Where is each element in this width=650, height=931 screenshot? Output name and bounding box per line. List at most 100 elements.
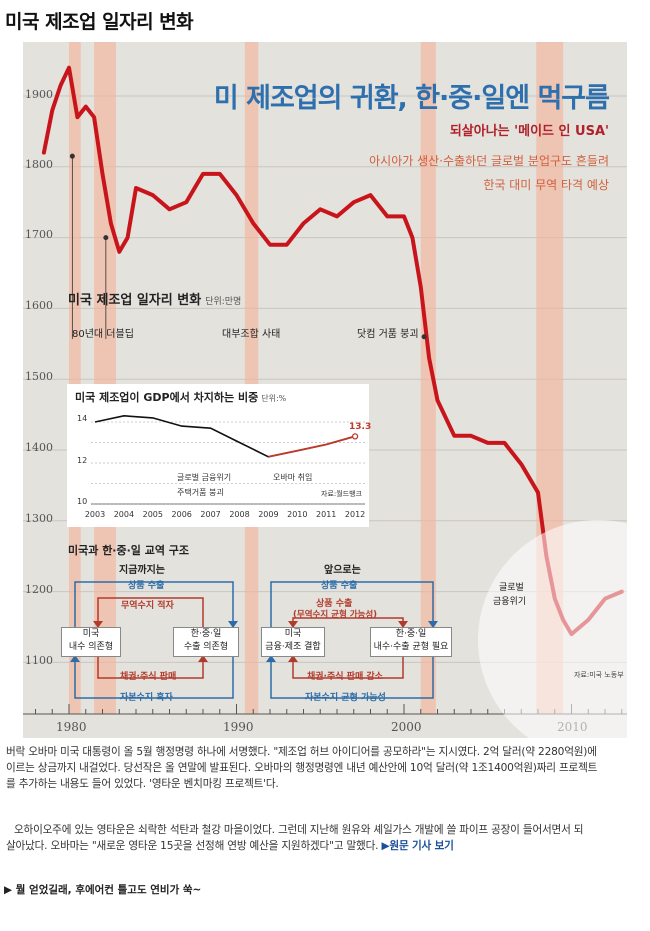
y-tick-label: 1500 (25, 370, 53, 383)
trade-left-heading: 지금까지는 (119, 565, 165, 576)
trade-left-blue-arrowhead-bottom (70, 655, 80, 662)
trade-left-blue-top (74, 581, 234, 627)
trade-right-top-arrow-label: 상품 수출 (321, 581, 358, 591)
trade-box-line: 수출 의존형 (183, 642, 229, 652)
trade-structure-title: 미국과 한·중·일 교역 구조 (68, 544, 190, 557)
trade-box-line: 내수 의존형 (68, 642, 114, 652)
event-label-dotcom: 닷컴 거품 붕괴 (357, 329, 419, 340)
gdp-x-tick-label: 2010 (287, 510, 307, 519)
gdp-chart-title-text: 미국 제조업이 GDP에서 차지하는 비중 (75, 391, 259, 404)
article-paragraph-1: 버락 오바마 미국 대통령이 올 5월 행정명령 하나에 서명했다. "제조업 … (6, 744, 646, 792)
trade-box-line: 미국 (82, 629, 100, 639)
gdp-x-tick-label: 2007 (200, 510, 220, 519)
event-label-savings-loan: 대부조합 사태 (222, 329, 281, 340)
y-tick-label: 1100 (25, 654, 53, 667)
infographic-subhead: 되살아나는 '메이드 인 USA' (449, 124, 609, 139)
article-line: 오하이오주에 있는 영타운은 쇠락한 석탄과 철강 마을이었다. 그런데 지난해… (14, 824, 584, 836)
trade-left-lower-red: 채권·주식 판매 (120, 672, 177, 682)
trade-right-blue-bottom (270, 656, 434, 699)
trade-right-upper-red-2: (무역수지 균형 가능성) (293, 610, 378, 620)
trade-left-red-arrowhead-bottom (198, 655, 208, 662)
trade-left-blue-arrowhead-top (228, 621, 238, 628)
gdp-series-line-red (268, 435, 356, 458)
recession-band (69, 42, 81, 714)
article-line: 이르는 상금까지 내걸었다. 당선작은 올 연말에 발표된다. 오바마의 행정명… (6, 762, 598, 774)
gdp-share-chart: 미국 제조업이 GDP에서 차지하는 비중 단위:% 2003 2004 2005 20… (67, 384, 372, 527)
event-marker (69, 153, 75, 159)
trade-right-blue-arrowhead-bottom (266, 655, 276, 662)
trade-right-upper-red: 상품 수출 (316, 599, 353, 609)
circle-label-2: 금융위기 (493, 597, 527, 607)
trade-left-red-top (97, 597, 204, 627)
x-tick-label: 1990 (223, 720, 254, 734)
trade-right-blue-arrowhead-top (428, 621, 438, 628)
x-tick-label: 1980 (56, 720, 87, 734)
article-line: 를 추가하는 내용도 들어 있었다. '영타운 벤치마킹 프로젝트'다. (6, 778, 279, 790)
trade-right-bottom-arrow-label: 자본수지 균형 가능성 (305, 693, 386, 703)
article-line: 버락 오바마 미국 대통령이 올 5월 행정명령 하나에 서명했다. "제조업 … (6, 746, 597, 758)
gdp-x-tick-label: 2004 (114, 510, 134, 519)
gdp-chart-unit: 단위:% (261, 394, 287, 403)
trade-left-top-arrow-label: 상품 수출 (128, 581, 165, 591)
gdp-x-tick-label: 2006 (172, 510, 192, 519)
trade-box-line: 내수·수출 균형 필요 (373, 642, 449, 652)
circle-label: 글로벌 (499, 583, 524, 593)
gdp-x-tick-label: 2012 (345, 510, 365, 519)
y-tick-label: 1400 (25, 441, 53, 454)
recession-band (420, 42, 436, 714)
x-tick-label: 2000 (391, 720, 422, 734)
trade-left-blue-bottom (74, 656, 234, 699)
infographic-headline: 미 제조업의 귀환, 한·중·일엔 먹구름 (213, 83, 610, 114)
trade-box-line: 한·중·일 (190, 629, 222, 639)
trade-box-line: 미국 (284, 629, 302, 639)
y-tick-label: 1700 (25, 228, 53, 241)
y-tick-label: 1300 (25, 512, 53, 525)
article-line-text: 살아났다. 오바마는 "새로운 영타운 15곳을 선정해 연방 예산을 지원하겠… (6, 840, 379, 852)
gdp-x-tick-label: 2009 (258, 510, 278, 519)
trade-right-red-bottom (292, 656, 404, 679)
gdp-chart-title: 미국 제조업이 GDP에서 차지하는 비중 단위:% (75, 389, 286, 405)
jobs-chart-title: 미국 제조업 일자리 변화 단위:만명 (68, 289, 241, 308)
related-article-link[interactable]: ▶ 뭘 얻었길래, 후에어컨 틀고도 연비가 쑥~ (4, 884, 202, 896)
trade-box-line: 금융·제조 결합 (265, 642, 321, 652)
article-line-with-link: 살아났다. 오바마는 "새로운 영타운 15곳을 선정해 연방 예산을 지원하겠… (6, 838, 646, 854)
trade-right-red-arrowhead-top-right (398, 621, 408, 628)
trade-box-line: 한·중·일 (395, 629, 427, 639)
infographic: 미 제조업의 귀환, 한·중·일엔 먹구름 되살아나는 '메이드 인 USA' … (23, 42, 627, 738)
event-marker (103, 235, 109, 241)
gdp-y-tick: 10 (77, 497, 88, 506)
jobs-chart-unit: 단위:만명 (205, 297, 242, 307)
y-tick-label: 1200 (25, 583, 53, 596)
trade-right-blue-top (270, 581, 434, 627)
event-marker (421, 334, 427, 340)
article-paragraph-2: 오하이오주에 있는 영타운은 쇠락한 석탄과 철강 마을이었다. 그런데 지난해… (6, 822, 646, 854)
gdp-y-tick: 12 (77, 456, 88, 465)
y-tick-label: 1800 (25, 158, 53, 171)
gdp-x-tick-label: 2003 (85, 510, 105, 519)
y-tick-label: 1600 (25, 299, 53, 312)
recession-band (244, 42, 259, 714)
gdp-source: 자료:월드뱅크 (321, 490, 362, 498)
trade-left-bottom-arrow-label: 자본수지 흑자 (120, 693, 173, 703)
gdp-x-tick-label: 2011 (316, 510, 336, 519)
gdp-annotation: 글로벌 금융위기 (177, 473, 232, 482)
trade-right-red-arrowhead-top-left (288, 621, 298, 628)
trade-right-heading: 앞으로는 (324, 565, 361, 576)
trade-right-red-arrowhead-bottom (288, 655, 298, 662)
gdp-end-value: 13.3 (349, 422, 372, 432)
trade-left-upper-red: 무역수지 적자 (121, 601, 174, 611)
gdp-y-tick: 14 (77, 414, 88, 423)
original-article-link[interactable]: ▶원문 기사 보기 (381, 840, 454, 852)
jobs-chart-title-text: 미국 제조업 일자리 변화 (68, 293, 202, 308)
gdp-annotation: 주택거품 붕괴 (177, 488, 224, 497)
gdp-annotation: 오바마 취임 (273, 473, 313, 482)
infographic-subhead-3: 한국 대미 무역 타격 예상 (483, 178, 609, 192)
jobs-series-line (41, 65, 624, 637)
y-tick-label: 1900 (25, 88, 53, 101)
trade-right-lower-red: 채권·주식 판매 감소 (307, 672, 383, 682)
gdp-x-tick-label: 2005 (143, 510, 163, 519)
